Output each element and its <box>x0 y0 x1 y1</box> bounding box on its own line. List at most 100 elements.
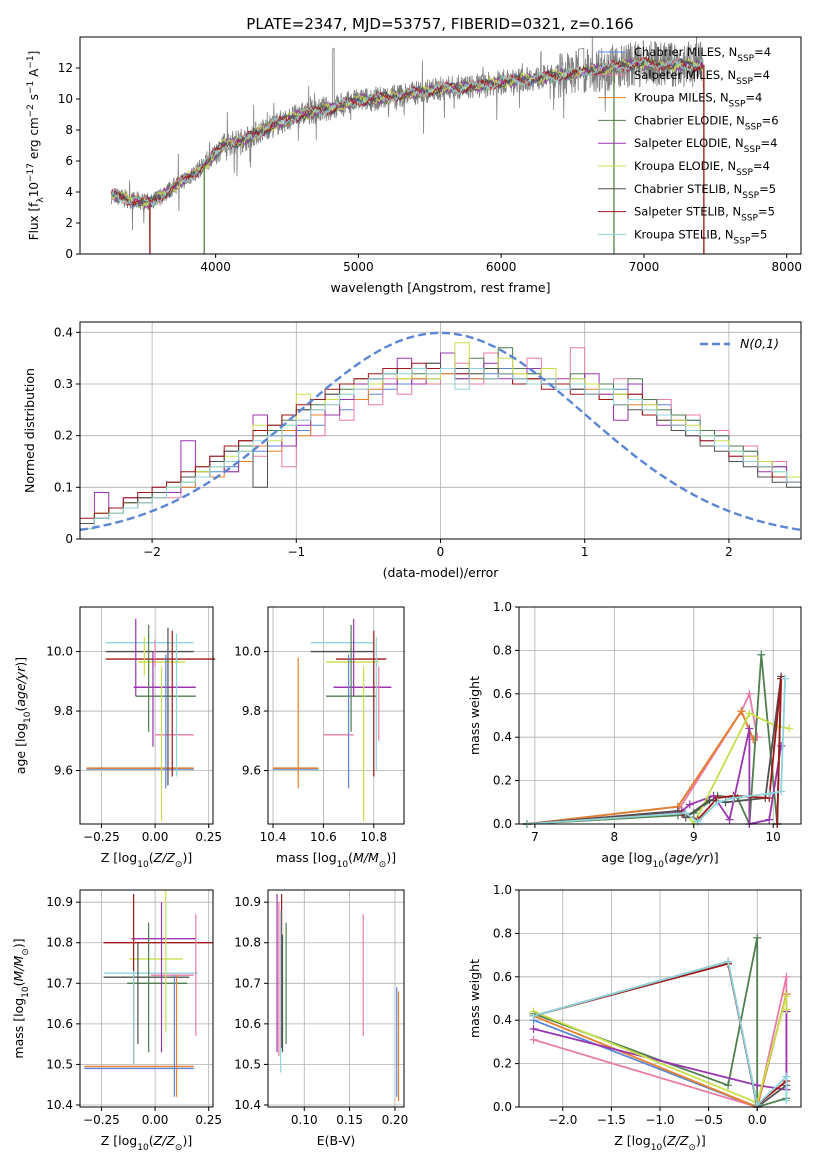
age-vs-z-panel: −0.25 0.00 0.259.69.810.0Z [log10(Z/Z⊙)]ag… <box>13 606 222 870</box>
x-tick-label: −1.0 <box>645 1113 674 1127</box>
x-tick-label: 7000 <box>629 260 660 274</box>
label-part: 10 <box>653 860 665 870</box>
mw-line-kroupa-miles <box>526 709 755 825</box>
grid <box>519 889 801 1108</box>
x-tick-label: 8 <box>611 830 619 844</box>
label-part: SSP <box>737 54 754 64</box>
label-part: =4 <box>753 159 770 173</box>
mw-marker-salpeter-miles <box>745 689 754 698</box>
mw-line-chabrier-elodie <box>526 654 779 825</box>
spectrum-model-kroupa-stelib <box>111 57 704 208</box>
ticks: −2.0 −1.5 −1.0 −0.5 0.0 0.0 0.2 0.4 0.6 0.8 1.0 <box>493 883 767 1127</box>
y-axis-label: Flux [fλ10−17 erg cm−2 s−1 A−1] <box>26 51 46 241</box>
x-tick-label: 0.10 <box>291 1113 318 1127</box>
mw-marker-kroupa-stelib <box>681 809 690 818</box>
label-part: 10 <box>337 860 349 870</box>
y-tick-label: 10.5 <box>234 1057 261 1071</box>
mw-marker-salpeter-elodie <box>745 724 754 733</box>
x-tick-label: 10.8 <box>360 830 387 844</box>
y-tick-label: 10.6 <box>234 1017 261 1031</box>
legend-label-chabrier-stelib: Chabrier STELIB, NSSP=5 <box>634 182 776 201</box>
y-tick-label: 0.3 <box>54 377 73 391</box>
mw-marker-kroupa-miles <box>737 707 746 716</box>
legend-label-salpeter-stelib: Salpeter STELIB, NSSP=5 <box>634 205 775 224</box>
label-part: )] <box>11 938 26 948</box>
y-tick-label: 0.2 <box>493 774 512 788</box>
y-tick-label: 9.8 <box>54 704 73 718</box>
label-part: =4 <box>745 91 762 105</box>
y-tick-label: 6 <box>65 154 73 168</box>
mw-marker-kroupa-elodie <box>785 724 794 733</box>
y-tick-label: 0.1 <box>54 480 73 494</box>
y-tick-label: 0.2 <box>54 429 73 443</box>
figure-title: PLATE=2347, MJD=53757, FIBERID=0321, z=0… <box>246 15 633 33</box>
errorbars <box>84 890 213 1097</box>
label-part: ⊙ <box>379 860 387 870</box>
mw-marker-salpeter-elodie <box>685 800 694 809</box>
ticks: 4000 5000 6000 7000 8000 0 2 4 6 8 10 12 <box>58 61 802 274</box>
y-tick-label: 12 <box>58 61 73 75</box>
label-part: =4 <box>754 45 771 59</box>
mass-vs-ebv-panel: 0.10 0.15 0.20 10.4 10.5 10.6 10.7 10.8 10.9 E(B-… <box>234 889 408 1148</box>
y-tick-label: 1.0 <box>493 600 512 614</box>
label-part: erg cm <box>27 117 41 163</box>
label-part: SSP <box>736 77 753 87</box>
label-part: )] <box>696 1133 706 1148</box>
y-axis-label: age [log10(age/yr)] <box>13 657 33 774</box>
ticks: −0.25 0.00 0.25 10.4 10.5 10.6 10.7 10.8 10.9 <box>46 895 222 1127</box>
x-tick-label: 2 <box>725 545 733 559</box>
y-axis-label: mass weight <box>467 676 482 755</box>
mw-line-salpeter-miles <box>526 690 759 825</box>
label-part: 10 <box>21 986 31 998</box>
mw-marker-salpeter-elodie <box>753 1081 762 1090</box>
axes-frame <box>518 606 802 825</box>
mw-marker-kroupa-stelib <box>781 674 790 683</box>
legend-label-salpeter-elodie: Salpeter ELODIE, NSSP=4 <box>634 136 777 155</box>
x-tick-label: 0.0 <box>748 1113 767 1127</box>
label-part: =4 <box>761 136 778 150</box>
x-tick-label: 9 <box>690 830 698 844</box>
x-tick-label: −1.5 <box>597 1113 626 1127</box>
mw-marker-salpeter-elodie <box>765 815 774 824</box>
y-tick-label: 0 <box>65 247 73 261</box>
x-axis-label: Z [log10(Z/Z⊙)] <box>614 1133 705 1153</box>
label-part: Chabrier ELODIE, N <box>634 113 745 127</box>
label-part: ⊙ <box>175 1143 183 1153</box>
mw-marker-kroupa-elodie <box>782 992 791 1001</box>
label-part: Kroupa STELIB, N <box>634 227 734 241</box>
label-part: 10 <box>27 182 41 197</box>
label-part: Salpeter STELIB, N <box>634 205 741 219</box>
ticks: 10.4 10.6 10.8 9.6 9.8 10.0 <box>234 645 387 844</box>
x-tick-label: 7 <box>531 830 539 844</box>
y-axis-label: mass weight <box>467 959 482 1038</box>
errorbars <box>276 894 400 1101</box>
mw-marker-kroupa-elodie <box>782 1005 791 1014</box>
label-part: Z [log <box>101 1133 137 1148</box>
label-part: age/yr <box>13 666 28 707</box>
y-tick-label: 0 <box>65 532 73 546</box>
label-part: ⊙ <box>175 860 183 870</box>
label-part: )] <box>13 657 28 667</box>
ticks: −0.25 0.00 0.25 9.6 9.8 10.0 <box>46 645 222 844</box>
legend-label-chabrier-miles: Chabrier MILES, NSSP=4 <box>634 45 771 64</box>
label-part: )] <box>709 850 719 865</box>
label-part: )] <box>386 850 396 865</box>
label-part: ( <box>149 850 154 865</box>
mw-marker-salpeter-elodie <box>529 1024 538 1033</box>
label-part: −17 <box>26 163 36 182</box>
mw-marker-kroupa-stelib <box>729 793 738 802</box>
x-tick-label: −0.25 <box>83 1113 120 1127</box>
y-tick-label: 0.8 <box>493 926 512 940</box>
y-tick-label: 2 <box>65 216 73 230</box>
label-part: =4 <box>753 68 770 82</box>
label-part: Salpeter ELODIE, N <box>634 136 744 150</box>
axes-frame <box>79 889 214 1108</box>
x-tick-label: −2.0 <box>548 1113 577 1127</box>
x-tick-label: 0.25 <box>195 830 222 844</box>
x-tick-label: 0 <box>437 545 445 559</box>
label-part: =5 <box>759 182 776 196</box>
x-tick-label: −0.25 <box>83 830 120 844</box>
label-part: A <box>27 68 41 81</box>
mw-marker-chabrier-elodie <box>753 933 762 942</box>
